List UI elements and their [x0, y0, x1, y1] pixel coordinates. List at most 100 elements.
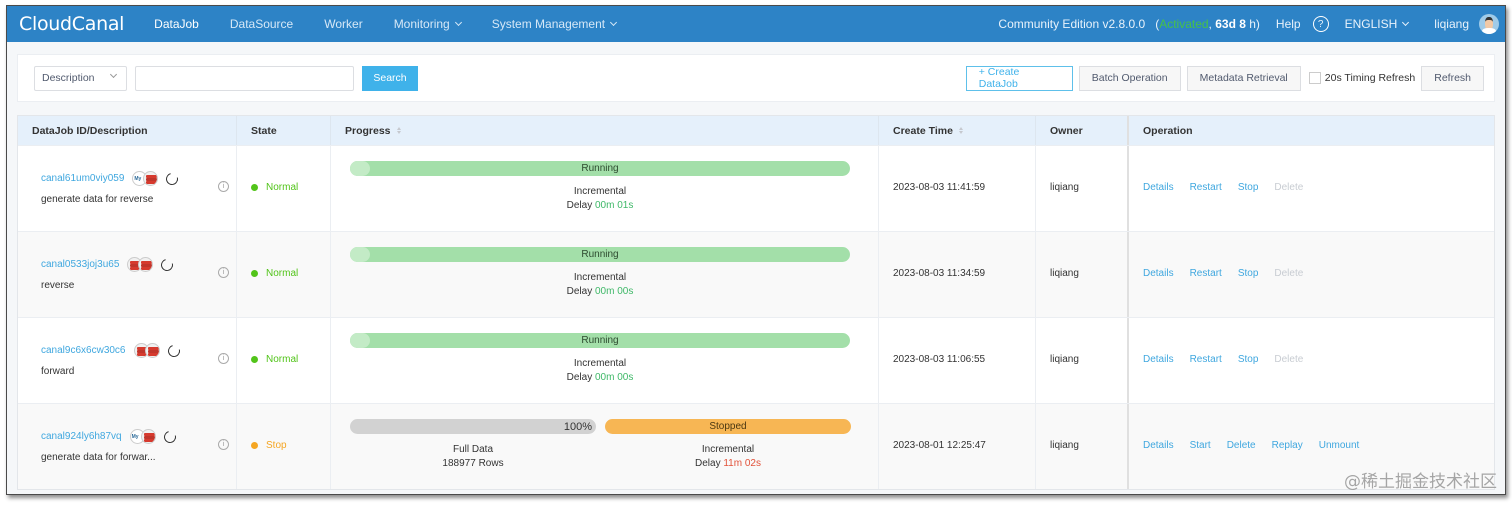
cell-owner: liqiang: [1036, 146, 1129, 231]
watermark: @稀土掘金技术社区: [1344, 472, 1497, 492]
table-row: canal924ly6h87vq generate data for forwa…: [18, 403, 1494, 489]
nav-system-management[interactable]: System Management: [492, 17, 618, 31]
unmount-link[interactable]: Unmount: [1318, 440, 1360, 451]
cell-state: Stop: [237, 404, 331, 489]
sort-icon[interactable]: [958, 127, 963, 134]
language-selector[interactable]: ENGLISH: [1345, 17, 1410, 31]
info-icon[interactable]: i: [218, 181, 229, 192]
stop-link[interactable]: Stop: [1237, 268, 1259, 279]
col-header-create-time[interactable]: Create Time: [879, 116, 1036, 145]
create-time: 2023-08-03 11:34:59: [893, 268, 986, 279]
cell-progress: Running Incremental Delay 00m 00s: [331, 232, 879, 317]
progress-caption: Incremental Delay 00m 00s: [350, 357, 850, 385]
timing-refresh-checkbox[interactable]: [1308, 72, 1321, 84]
nav-worker[interactable]: Worker: [324, 17, 362, 31]
redis-icon: [143, 171, 159, 186]
restart-link[interactable]: Restart: [1189, 182, 1222, 193]
job-id[interactable]: canal9c6x6cw30c6: [41, 345, 126, 356]
table-row: canal61um0viy059 generate data for rever…: [18, 145, 1494, 231]
phase-label: Incremental: [573, 186, 627, 197]
help-link[interactable]: Help: [1275, 17, 1301, 31]
job-id-link[interactable]: canal61um0viy059: [41, 170, 181, 187]
cell-id: canal61um0viy059 generate data for rever…: [18, 146, 237, 231]
top-navbar: CloudCanal DataJob DataSource Worker Mon…: [7, 6, 1505, 42]
main-nav: DataJob DataSource Worker Monitoring Sys…: [154, 17, 647, 31]
redis-icon: [140, 429, 156, 444]
cell-owner: liqiang: [1036, 404, 1129, 489]
chevron-down-icon: [610, 18, 618, 27]
nav-datajob[interactable]: DataJob: [154, 17, 199, 31]
restart-link[interactable]: Restart: [1189, 354, 1222, 365]
filter-field-select[interactable]: Description: [34, 65, 127, 91]
sep: ,: [1208, 17, 1216, 31]
cell-progress: Running Incremental Delay 00m 01s: [331, 146, 879, 231]
cell-owner: liqiang: [1036, 232, 1129, 317]
activation-remaining: 63d 8: [1215, 17, 1246, 31]
create-datajob-button[interactable]: + Create DataJob: [965, 65, 1073, 91]
cell-operation: Details Restart Stop Delete: [1129, 232, 1494, 317]
replay-link[interactable]: Replay: [1271, 440, 1303, 451]
job-id-link[interactable]: canal0533joj3u65: [41, 256, 176, 273]
status-dot-icon: [251, 442, 258, 449]
cell-id: canal924ly6h87vq generate data for forwa…: [18, 404, 237, 489]
progress-bar-incremental: Running: [350, 161, 850, 176]
username[interactable]: liqiang: [1434, 17, 1469, 31]
col-header-operation: Operation: [1129, 116, 1494, 145]
nav-datasource[interactable]: DataSource: [230, 17, 293, 31]
row-actions: Details Restart Stop Delete: [1143, 182, 1319, 193]
chevron-down-icon: [109, 70, 118, 78]
status-badge: Normal: [251, 268, 298, 279]
details-link[interactable]: Details: [1143, 354, 1174, 365]
sort-icon[interactable]: [396, 127, 401, 134]
status-dot-icon: [251, 184, 258, 191]
nav-monitoring[interactable]: Monitoring: [394, 17, 462, 31]
stop-link[interactable]: Stop: [1237, 182, 1259, 193]
question-circle-icon[interactable]: ?: [1312, 16, 1329, 32]
status-dot-icon: [251, 270, 258, 277]
create-time: 2023-08-03 11:41:59: [893, 182, 986, 193]
status-text: Normal: [266, 182, 299, 193]
redis-icon: [144, 343, 160, 358]
table-header: DataJob ID/Description State Progress Cr…: [18, 116, 1494, 145]
avatar[interactable]: [1479, 14, 1499, 34]
details-link[interactable]: Details: [1143, 268, 1174, 279]
job-id[interactable]: canal924ly6h87vq: [41, 431, 122, 442]
info-icon[interactable]: i: [218, 439, 229, 450]
search-input[interactable]: [135, 65, 354, 91]
metadata-retrieval-button[interactable]: Metadata Retrieval: [1186, 65, 1301, 91]
nav-label: Worker: [324, 17, 363, 31]
bar-label: Running: [581, 249, 619, 260]
row-actions: Details Start Delete Replay Unmount: [1143, 440, 1375, 451]
refresh-spinner-icon: [165, 342, 182, 359]
start-link[interactable]: Start: [1189, 440, 1211, 451]
bar-percent: 100%: [563, 420, 592, 433]
details-link[interactable]: Details: [1143, 182, 1174, 193]
info-icon[interactable]: i: [218, 353, 229, 364]
col-label: State: [251, 124, 277, 137]
cell-state: Normal: [237, 146, 331, 231]
restart-link[interactable]: Restart: [1189, 268, 1222, 279]
refresh-button[interactable]: Refresh: [1421, 65, 1484, 91]
job-description: forward: [41, 366, 75, 377]
timing-refresh-toggle[interactable]: 20s Timing Refresh: [1308, 72, 1415, 84]
cell-state: Normal: [237, 318, 331, 403]
stop-link[interactable]: Stop: [1237, 354, 1259, 365]
batch-operation-button[interactable]: Batch Operation: [1078, 65, 1181, 91]
job-id-link[interactable]: canal9c6x6cw30c6: [41, 342, 182, 359]
create-time: 2023-08-03 11:06:55: [893, 354, 986, 365]
search-button[interactable]: Search: [362, 65, 418, 91]
delay-label: Delay: [566, 372, 595, 383]
job-description: generate data for forwar...: [41, 452, 156, 463]
cell-owner: liqiang: [1036, 318, 1129, 403]
cell-create-time: 2023-08-03 11:06:55: [879, 318, 1036, 403]
job-id[interactable]: canal0533joj3u65: [41, 259, 120, 270]
delete-link[interactable]: Delete: [1226, 440, 1256, 451]
job-id[interactable]: canal61um0viy059: [41, 173, 125, 184]
job-id-link[interactable]: canal924ly6h87vq: [41, 428, 178, 445]
delay-label: Delay: [566, 200, 595, 211]
datajob-table: DataJob ID/Description State Progress Cr…: [17, 115, 1495, 490]
details-link[interactable]: Details: [1143, 440, 1174, 451]
info-icon[interactable]: i: [218, 267, 229, 278]
col-header-progress[interactable]: Progress: [331, 116, 879, 145]
refresh-spinner-icon: [161, 428, 178, 445]
